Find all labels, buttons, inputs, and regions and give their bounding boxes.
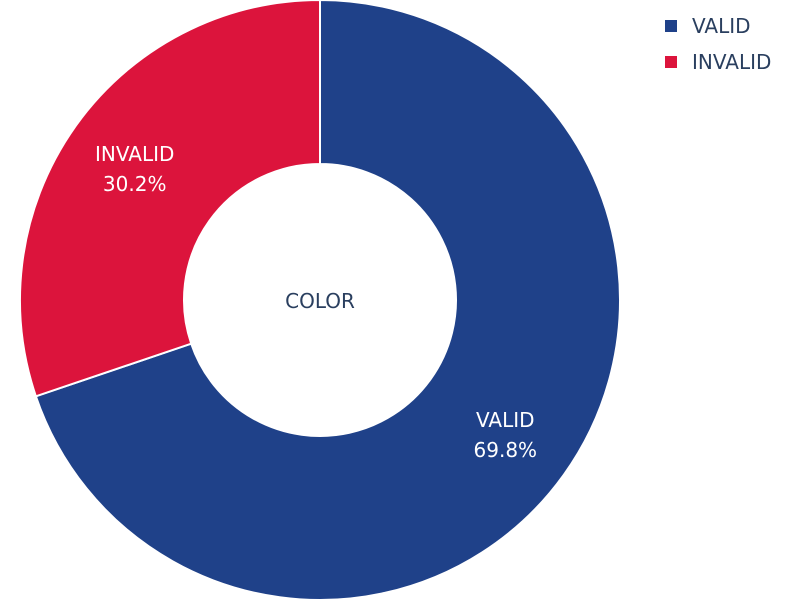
legend: VALID INVALID: [665, 8, 771, 80]
legend-item-invalid[interactable]: INVALID: [665, 44, 771, 80]
slice-label-name: INVALID: [95, 142, 174, 166]
legend-item-valid[interactable]: VALID: [665, 8, 771, 44]
legend-swatch-invalid: [665, 56, 677, 68]
slice-label-invalid: INVALID 30.2%: [95, 142, 174, 196]
slice-label-name: VALID: [476, 408, 535, 432]
slice-label-percent: 30.2%: [103, 172, 167, 196]
legend-swatch-valid: [665, 20, 677, 32]
slice-labels-group: VALID 69.8% INVALID 30.2%: [95, 142, 537, 462]
slice-label-valid: VALID 69.8%: [474, 408, 538, 462]
slice-label-percent: 69.8%: [474, 438, 538, 462]
slice-invalid[interactable]: [19, 0, 321, 398]
slice-valid[interactable]: [34, 0, 621, 600]
legend-label-invalid: INVALID: [692, 50, 772, 74]
slices-group: [19, 0, 621, 600]
legend-label-valid: VALID: [692, 14, 751, 38]
center-label: COLOR: [285, 289, 355, 313]
